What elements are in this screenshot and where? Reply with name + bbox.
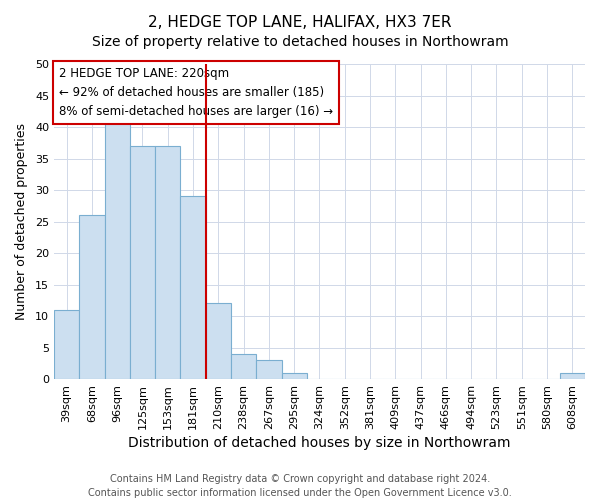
Bar: [181, 196, 206, 379]
Bar: [79, 215, 104, 379]
Bar: [206, 304, 231, 379]
Bar: [231, 354, 256, 379]
Bar: [130, 146, 155, 379]
Bar: [155, 146, 181, 379]
Y-axis label: Number of detached properties: Number of detached properties: [15, 123, 28, 320]
Text: 2 HEDGE TOP LANE: 220sqm
← 92% of detached houses are smaller (185)
8% of semi-d: 2 HEDGE TOP LANE: 220sqm ← 92% of detach…: [59, 67, 334, 118]
Text: Contains HM Land Registry data © Crown copyright and database right 2024.
Contai: Contains HM Land Registry data © Crown c…: [88, 474, 512, 498]
Bar: [104, 120, 130, 379]
Text: 2, HEDGE TOP LANE, HALIFAX, HX3 7ER: 2, HEDGE TOP LANE, HALIFAX, HX3 7ER: [148, 15, 452, 30]
Bar: [281, 373, 307, 379]
Bar: [54, 310, 79, 379]
Bar: [256, 360, 281, 379]
Bar: [560, 373, 585, 379]
Text: Size of property relative to detached houses in Northowram: Size of property relative to detached ho…: [92, 35, 508, 49]
X-axis label: Distribution of detached houses by size in Northowram: Distribution of detached houses by size …: [128, 436, 511, 450]
